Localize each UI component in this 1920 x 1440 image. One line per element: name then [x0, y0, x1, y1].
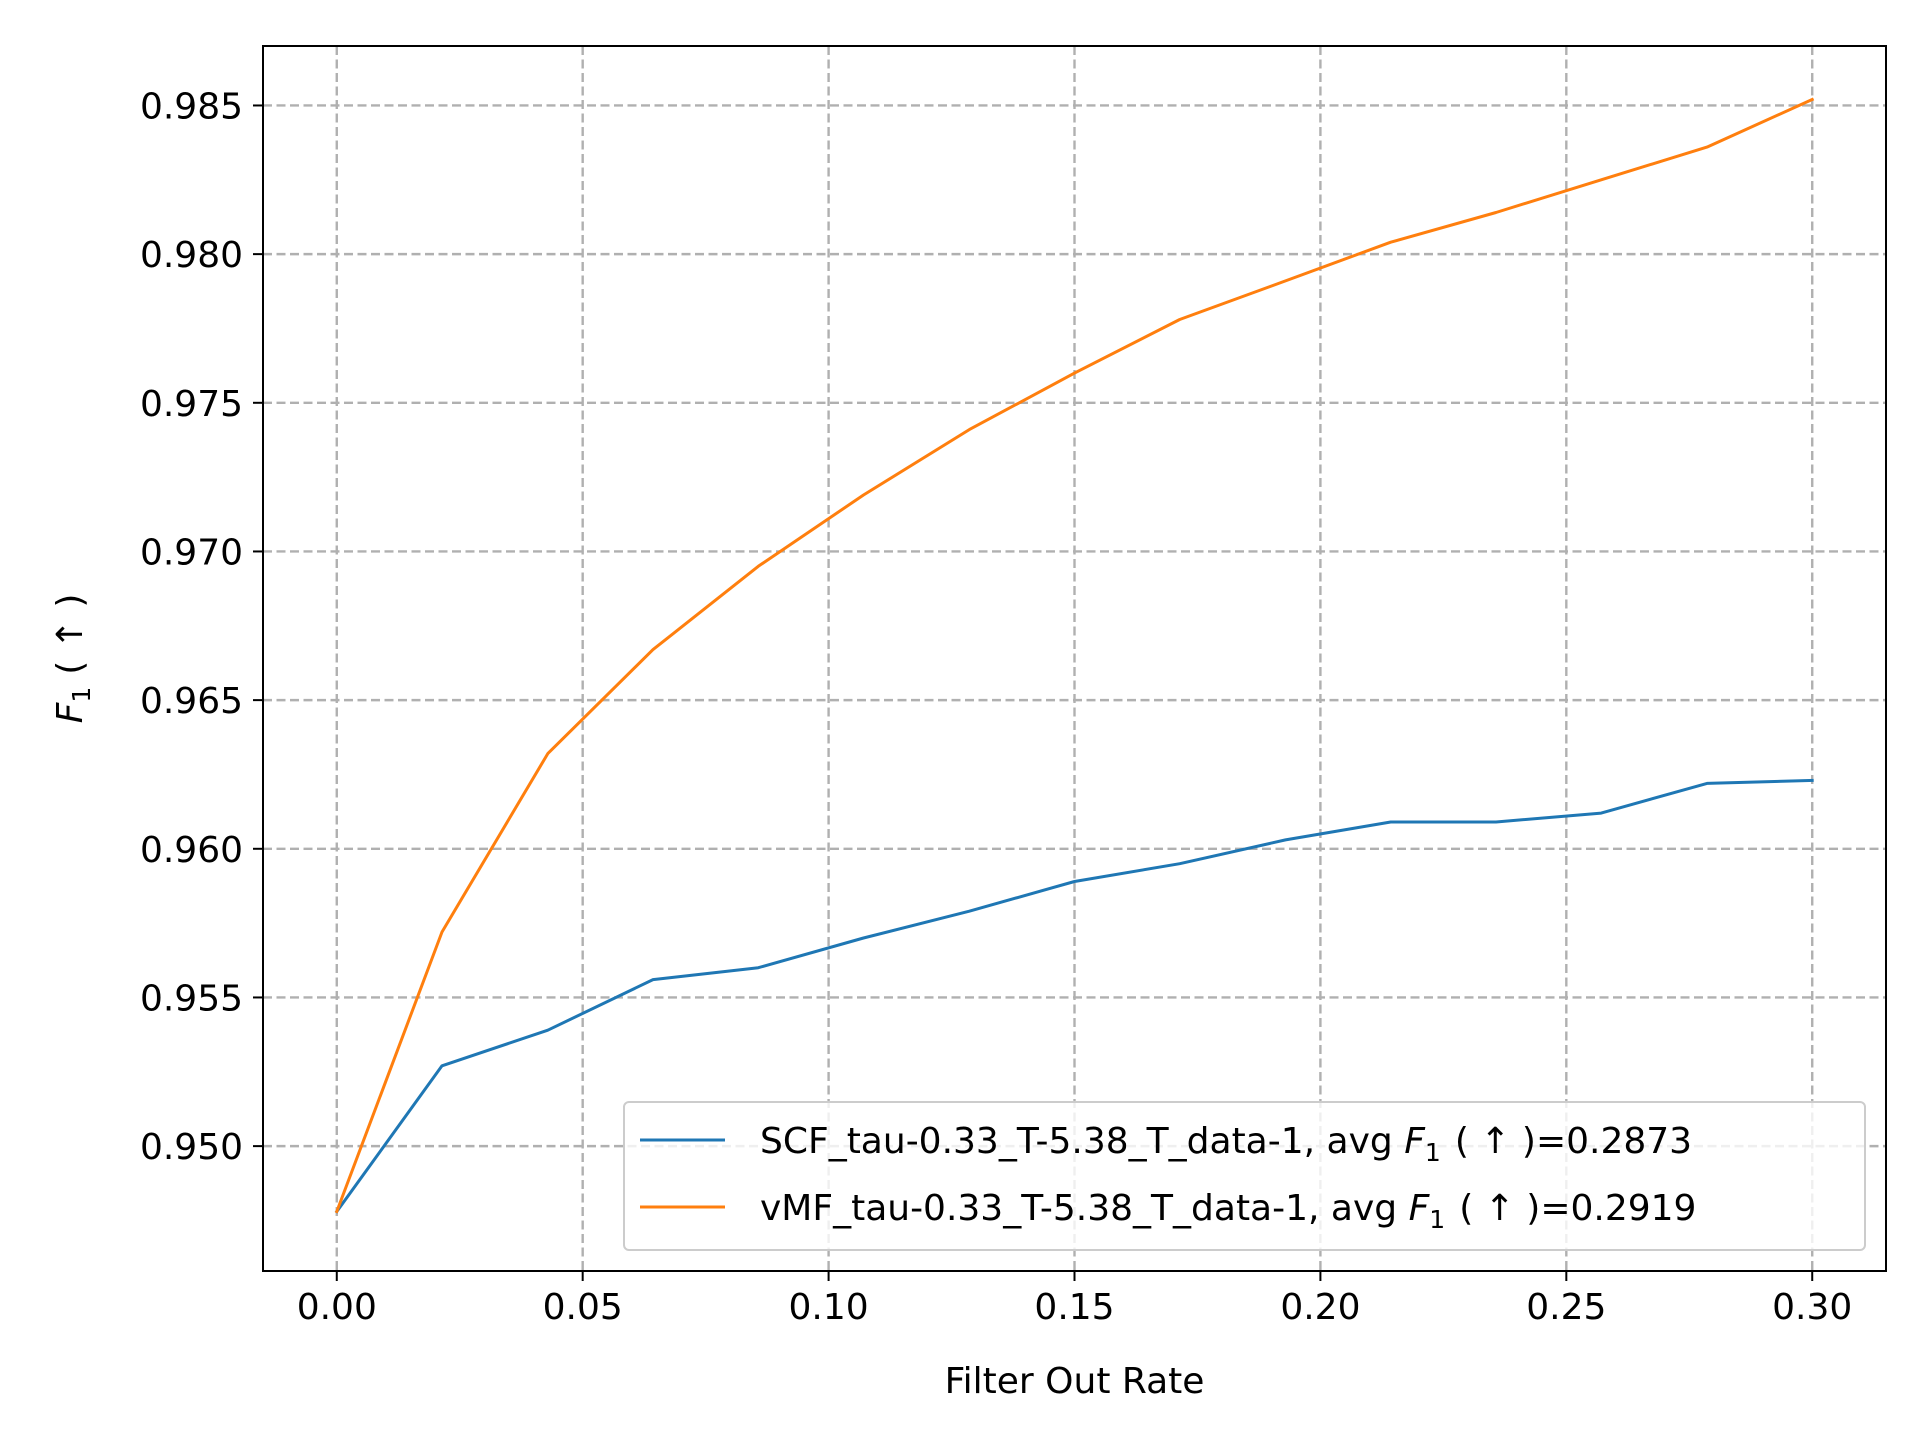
y-tick-label: 0.955: [140, 978, 243, 1019]
grid: [263, 46, 1886, 1271]
x-tick-label: 0.20: [1280, 1287, 1360, 1328]
y-tick-label: 0.960: [140, 830, 243, 871]
y-axis-title: F1( ↑ ): [50, 594, 96, 724]
y-tick-label: 0.980: [140, 235, 243, 276]
y-tick-label: 0.985: [140, 86, 243, 127]
x-tick-label: 0.00: [297, 1287, 377, 1328]
series-line-scf: [334, 778, 1814, 1214]
legend-box: [623, 1101, 1866, 1251]
x-axis-title: Filter Out Rate: [945, 1361, 1205, 1402]
x-tick-label: 0.10: [789, 1287, 869, 1328]
x-tick-label: 0.30: [1772, 1287, 1852, 1328]
y-tick-label: 0.950: [140, 1127, 243, 1168]
x-tick-label: 0.05: [543, 1287, 623, 1328]
series-line-vmf: [334, 97, 1815, 1214]
legend: SCF_tau-0.33_T-5.38_T_data-1, avg F1( ↑ …: [623, 1101, 1866, 1251]
y-tick-label: 0.965: [140, 681, 243, 722]
y-tick-label: 0.970: [140, 532, 243, 573]
axis-ticks: 0.00 0.05 0.10 0.15 0.20 0.25 0.30 0.950 0.955 0.…: [140, 86, 1852, 1328]
legend-label-scf: SCF_tau-0.33_T-5.38_T_data-1, avg F1( ↑ …: [760, 1121, 1692, 1167]
series-group: [334, 97, 1815, 1214]
x-tick-label: 0.25: [1526, 1287, 1606, 1328]
y-tick-label: 0.975: [140, 384, 243, 425]
legend-label-vmf: vMF_tau-0.33_T-5.38_T_data-1, avg F1( ↑ …: [760, 1188, 1696, 1234]
x-tick-label: 0.15: [1034, 1287, 1114, 1328]
